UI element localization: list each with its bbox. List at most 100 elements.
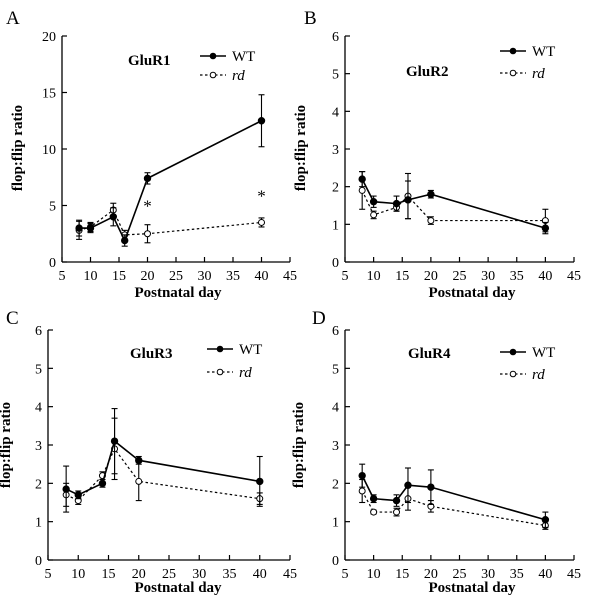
data-point-rd [358,487,366,495]
data-point-wt [369,494,378,503]
data-point-wt [427,483,435,491]
y-tick-label: 5 [35,362,42,377]
data-point-wt [257,117,266,125]
x-tick-label: 45 [283,567,297,582]
series-line-rd [361,490,546,527]
y-tick-label: 20 [42,30,56,45]
x-tick-label: 20 [132,567,146,582]
x-tick-label: 30 [192,567,206,582]
x-tick-label: 40 [255,269,269,284]
data-point-wt [75,224,83,232]
x-tick-label: 5 [342,567,349,582]
y-tick-label: 3 [332,143,339,158]
y-tick-label: 6 [332,30,339,45]
data-point-wt [74,491,82,499]
y-tick-label: 5 [332,362,339,377]
y-axis-title: flop:flip ratio [0,402,14,488]
data-point-wt [143,174,152,183]
series-rd [358,478,549,530]
data-point-wt [135,456,143,465]
series-wt [62,408,264,513]
x-tick-label: 40 [538,567,552,582]
y-tick-label: 1 [332,516,339,531]
y-tick-label: 2 [332,477,339,492]
y-tick-label: 4 [332,401,339,416]
data-point-wt [256,477,264,486]
data-point-wt [86,224,95,232]
series-rd [75,202,265,244]
y-tick-label: 0 [35,554,42,569]
x-tick-label: 45 [283,269,297,284]
series-line-rd [78,209,262,236]
panel-letter: B [304,8,317,29]
legend-marker-wt [509,348,517,356]
chart-title: GluR3 [130,346,173,362]
x-tick-label: 25 [453,269,467,284]
x-tick-label: 20 [424,567,438,582]
x-tick-label: 20 [424,269,438,284]
y-tick-label: 2 [35,477,42,492]
panel-letter: D [312,308,326,329]
y-tick-label: 0 [332,256,339,271]
x-tick-label: 35 [226,269,240,284]
legend-marker-wt [209,52,217,60]
x-axis-title: Postnatal day [134,580,222,596]
series-line-wt [65,439,260,496]
series-rd [62,417,264,507]
panel-letter: A [6,8,20,29]
y-tick-label: 1 [332,218,339,233]
legend-label-rd: rd [532,367,545,383]
data-point-rd [370,211,378,219]
series-line-wt [79,120,262,243]
data-point-wt [404,196,412,204]
x-axis-title: Postnatal day [134,285,222,301]
y-tick-label: 3 [35,439,42,454]
data-point-rd [393,508,401,516]
series-line-rd [361,190,546,222]
x-tick-label: 15 [102,567,116,582]
data-point-wt [541,224,550,232]
chart-title: GluR2 [406,64,449,80]
data-point-rd [135,477,143,485]
y-tick-label: 6 [35,324,42,339]
legend-marker-rd [509,370,517,378]
x-axis-title: Postnatal day [428,580,516,596]
x-tick-label: 15 [112,269,126,284]
x-tick-label: 40 [253,567,267,582]
legend-marker-wt [509,47,517,55]
data-point-rd [358,186,366,194]
y-tick-label: 2 [332,181,339,196]
legend: WT rd [207,342,262,381]
y-tick-label: 15 [42,87,56,102]
chart-title: GluR4 [408,346,451,362]
series-wt [75,94,266,247]
data-point-wt [358,175,366,183]
x-tick-label: 35 [510,567,524,582]
data-point-wt [541,516,550,524]
data-point-rd [427,217,435,225]
y-tick-label: 3 [332,439,339,454]
x-tick-label: 45 [567,269,581,284]
x-tick-label: 25 [453,567,467,582]
legend-label-wt: WT [239,342,262,358]
series-line-rd [65,447,260,502]
data-point-rd [258,218,265,226]
x-tick-label: 40 [538,269,552,284]
legend: WT rd [500,44,555,82]
legend-label-wt: WT [232,49,255,65]
y-tick-label: 4 [332,105,339,120]
data-point-wt [62,485,70,493]
x-tick-label: 10 [367,567,381,582]
significance-star: * [143,197,152,216]
x-tick-label: 10 [367,269,381,284]
y-tick-label: 0 [49,256,56,271]
x-tick-label: 45 [567,567,581,582]
x-tick-label: 15 [395,567,409,582]
y-tick-label: 10 [42,143,56,158]
x-tick-label: 30 [481,269,495,284]
x-tick-label: 25 [169,269,183,284]
significance-star: * [257,186,266,205]
data-point-wt [392,496,401,505]
